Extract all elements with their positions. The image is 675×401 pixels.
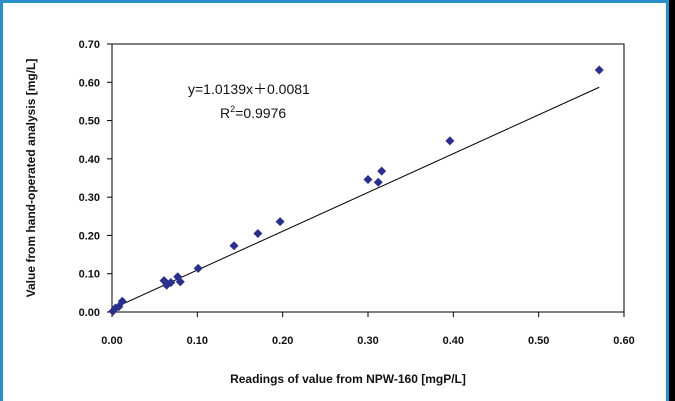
r-squared-superscript: 2	[230, 104, 235, 114]
trendline	[111, 86, 600, 310]
equation-label: y=1.0139x＋0.0081	[188, 81, 310, 97]
x-tick-label: 0.30	[357, 335, 378, 347]
data-point	[229, 241, 239, 251]
x-tick-label: 0.10	[187, 335, 208, 347]
x-axis-title: Readings of value from NPW-160 [mgP/L]	[230, 372, 466, 386]
data-point	[166, 278, 176, 288]
y-tick-label: 0.50	[79, 116, 100, 128]
y-tick-label: 0.10	[79, 269, 100, 281]
data-point	[253, 229, 263, 239]
y-tick-label: 0.00	[79, 307, 100, 319]
data-point	[377, 166, 387, 176]
x-tick-label: 0.60	[613, 335, 634, 347]
data-point	[175, 277, 185, 287]
data-point	[363, 175, 373, 185]
x-axis-ticks: 0.00 0.10 0.20 0.30 0.40 0.50 0.60	[101, 312, 635, 347]
r-squared-label: R2=0.9976	[220, 104, 286, 121]
side-stripe	[669, 0, 675, 401]
data-point	[193, 263, 203, 273]
x-tick-label: 0.20	[272, 335, 293, 347]
y-tick-label: 0.30	[79, 192, 100, 204]
r-squared-value: =0.9976	[235, 105, 286, 121]
y-tick-label: 0.60	[79, 77, 100, 89]
r-squared-prefix: R	[220, 105, 230, 121]
y-axis-title: Value from hand-operated analysis [mg/L]	[24, 59, 38, 298]
data-point	[445, 136, 455, 146]
y-tick-label: 0.20	[79, 230, 100, 242]
x-tick-label: 0.50	[528, 335, 549, 347]
data-point	[275, 217, 285, 227]
data-point	[117, 296, 127, 306]
data-point	[373, 177, 383, 187]
y-tick-label: 0.40	[79, 154, 100, 166]
x-tick-label: 0.40	[443, 335, 464, 347]
x-tick-label: 0.00	[101, 335, 122, 347]
data-point	[594, 65, 604, 75]
data-points	[108, 65, 604, 316]
y-tick-label: 0.70	[79, 39, 100, 51]
y-axis-ticks: 0.00 0.10 0.20 0.30 0.40 0.50 0.60 0.70	[79, 39, 112, 319]
